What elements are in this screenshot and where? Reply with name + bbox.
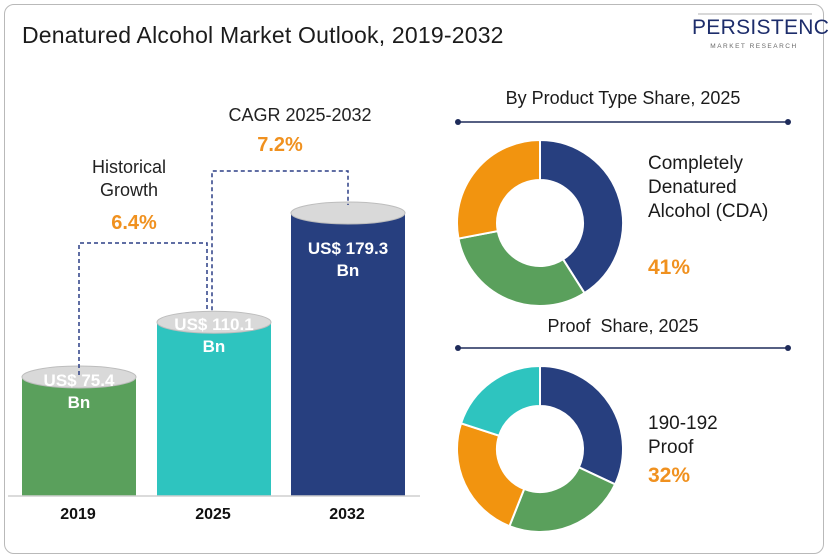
donut-product-divider-dot-2 [785,119,791,125]
bar-value-label-2025: US$ 110.1 Bn [157,314,271,358]
donut-proof-title: Proof Share, 2025 [547,316,699,336]
bar-value-2032-line1: US$ 179.3 [307,239,389,258]
donut-product-highlight-label: Completely Denatured Alcohol (CDA) [648,153,769,222]
logo-wordmark: PERSISTENCE [692,16,830,39]
x-tick-2025: 2025 [195,506,231,523]
bar-value-label-2019: US$ 75.4 Bn [22,370,136,414]
donut-proof-slice-3 [456,422,526,528]
donut-proof [456,364,624,533]
cagr-rate: 7.2% [257,134,303,156]
bar-2032 [291,213,405,496]
donut-product-slice-1 [539,138,624,295]
bar-value-label-2032: US$ 179.3 Bn [291,238,405,282]
bar-value-2025-line2: Bn [202,337,226,356]
bar-value-2019-line1: US$ 75.4 [43,371,115,390]
donut-proof-slice-2 [508,465,617,533]
bar-cap-2032 [290,201,406,225]
bar-value-2032-line2: Bn [336,261,360,280]
donut-product-highlight-value: 41% [648,256,691,279]
bar-cap-2025 [156,310,272,334]
donut-product-type [456,138,624,307]
historical-growth-label: Historical Growth [91,157,166,200]
bar-value-2019-line2: Bn [67,393,91,412]
bar-value-2025-line1: US$ 110.1 [174,315,254,334]
brand-logo: PERSISTENCE MARKET RESEARCH [692,12,830,58]
donut-proof-slice-1 [539,364,624,486]
x-tick-2032: 2032 [329,506,365,523]
historical-growth-connector [78,242,208,375]
chart-frame [4,4,824,554]
bar-2025 [157,322,271,496]
logo-tagline: MARKET RESEARCH [710,43,798,50]
historical-growth-rate: 6.4% [111,212,157,234]
bar-2019 [22,376,136,496]
donut-product-title: By Product Type Share, 2025 [505,88,741,108]
donut-product-divider-dot-1 [455,119,461,125]
donut-product-slice-2 [457,229,586,307]
donut-proof-highlight-label: 190-192 Proof [648,413,718,458]
donut-proof-slice-4 [459,364,541,437]
page-title: Denatured Alcohol Market Outlook, 2019-2… [22,22,504,48]
cagr-label: CAGR 2025-2032 [228,105,372,125]
donut-product-slice-3 [456,138,541,240]
donut-proof-highlight-value: 32% [648,464,691,487]
donut-proof-divider-dot-2 [785,345,791,351]
x-tick-2019: 2019 [60,506,96,523]
donut-proof-divider-dot-1 [455,345,461,351]
